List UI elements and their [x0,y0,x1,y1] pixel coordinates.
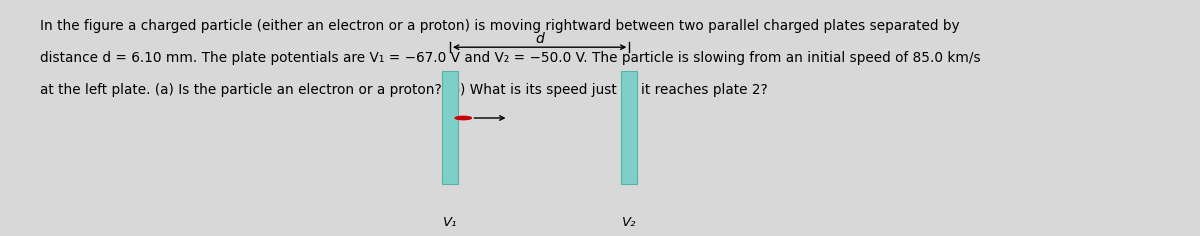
Bar [442,71,458,184]
Text: distance d = 6.10 mm. The plate potentials are V₁ = −67.0 V and V₂ = −50.0 V. Th: distance d = 6.10 mm. The plate potentia… [41,51,982,65]
Text: In the figure a charged particle (either an electron or a proton) is moving righ: In the figure a charged particle (either… [41,19,960,33]
Text: d: d [535,32,544,46]
Text: V₁: V₁ [443,216,457,229]
Text: V₂: V₂ [622,216,636,229]
Bar [622,71,637,184]
Text: at the left plate. (a) Is the particle an electron or a proton? (b) What is its : at the left plate. (a) Is the particle a… [41,83,768,97]
Circle shape [455,116,472,120]
